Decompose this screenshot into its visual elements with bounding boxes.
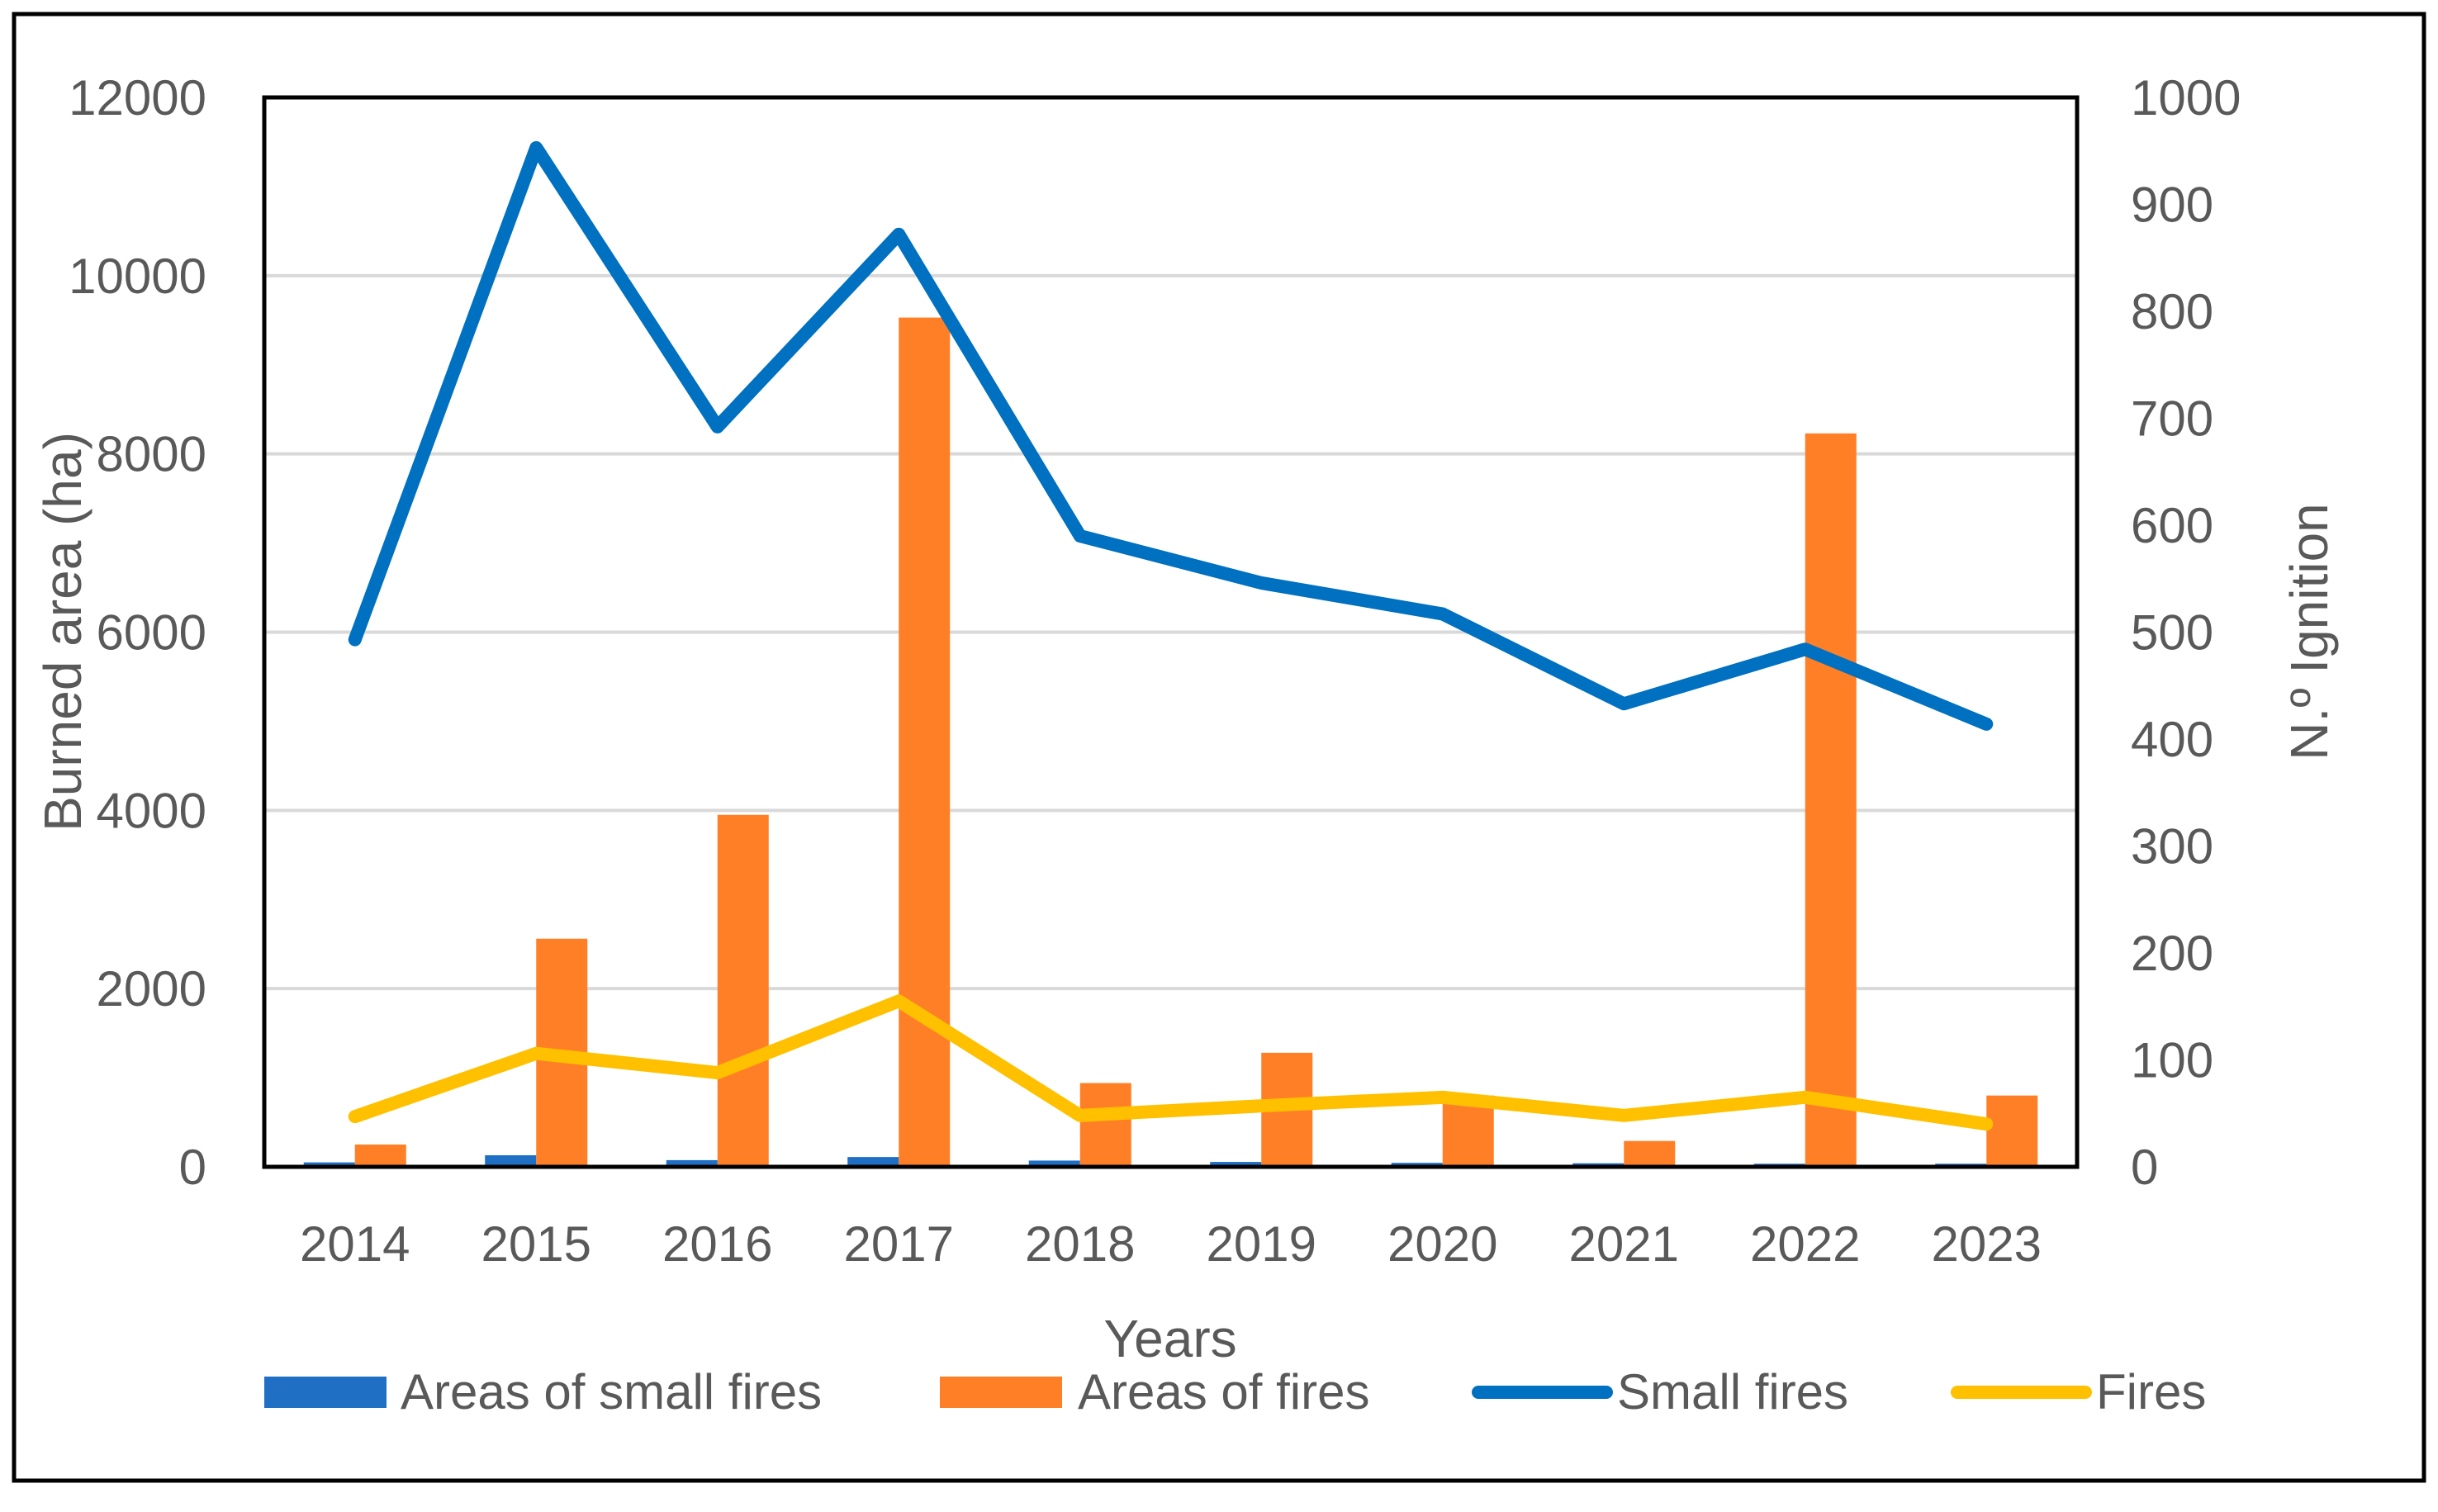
- y2-tick-label: 500: [2131, 605, 2213, 661]
- bar-areas-of-fires: [1079, 1083, 1131, 1167]
- legend-label-areas-small-fires: Areas of small fires: [401, 1364, 822, 1420]
- bar-areas-of-fires: [717, 814, 769, 1167]
- x-tick-label: 2020: [1387, 1216, 1497, 1272]
- bar-areas-of-fires: [1986, 1095, 2038, 1167]
- y-tick-label: 6000: [97, 605, 206, 661]
- legend-item-fires: Fires: [1951, 1364, 2206, 1420]
- legend-item-areas-small-fires: Areas of small fires: [264, 1364, 822, 1420]
- bar-areas-of-small-fires: [303, 1162, 355, 1167]
- x-tick-label: 2014: [300, 1216, 410, 1272]
- y-tick-label: 10000: [69, 249, 206, 304]
- legend-label-areas-fires: Areas of fires: [1078, 1364, 1369, 1420]
- y2-tick-label: 400: [2131, 712, 2213, 767]
- bar-areas-of-fires: [1805, 433, 1857, 1167]
- x-tick-label: 2022: [1750, 1216, 1860, 1272]
- bar-areas-of-small-fires: [485, 1154, 537, 1167]
- bar-areas-of-small-fires: [847, 1157, 899, 1167]
- bar-areas-of-small-fires: [666, 1159, 718, 1167]
- plot-area-border: [262, 95, 2080, 1169]
- tick-labels: 0 2000 4000 6000 8000 10000 12000 0 100 200 300 400…: [69, 70, 2241, 1272]
- bar-areas-of-small-fires: [1210, 1162, 1262, 1167]
- y2-tick-label: 100: [2131, 1033, 2213, 1088]
- y2-axis-title: N.º Ignition: [2279, 503, 2339, 761]
- bar-areas-of-fires: [899, 317, 951, 1167]
- y2-tick-label: 200: [2131, 926, 2213, 981]
- y-axis-title: Burned area (ha): [33, 432, 92, 832]
- y2-tick-label: 300: [2131, 819, 2213, 874]
- y2-tick-label: 0: [2131, 1140, 2158, 1195]
- bar-areas-of-small-fires: [1028, 1160, 1080, 1167]
- y2-tick-label: 800: [2131, 284, 2213, 339]
- x-tick-label: 2017: [844, 1216, 954, 1272]
- y2-tick-label: 700: [2131, 391, 2213, 447]
- y2-tick-label: 900: [2131, 178, 2213, 233]
- y-tick-label: 0: [179, 1140, 206, 1195]
- x-tick-label: 2015: [481, 1216, 591, 1272]
- lines: [348, 140, 1994, 1131]
- legend-swatch-areas-fires: [940, 1377, 1062, 1408]
- x-tick-label: 2016: [662, 1216, 772, 1272]
- y-tick-label: 12000: [69, 70, 206, 126]
- legend: Areas of small fires Areas of fires Smal…: [264, 1364, 2206, 1420]
- x-tick-label: 2023: [1932, 1216, 2042, 1272]
- chart-outer-border: [12, 12, 2426, 1483]
- y-tick-label: 8000: [97, 427, 206, 482]
- legend-item-small-fires: Small fires: [1472, 1364, 1848, 1420]
- x-tick-label: 2018: [1025, 1216, 1135, 1272]
- x-tick-label: 2019: [1207, 1216, 1316, 1272]
- line-small-fires: [348, 140, 1994, 731]
- legend-item-areas-fires: Areas of fires: [940, 1364, 1369, 1420]
- x-tick-label: 2021: [1569, 1216, 1679, 1272]
- bar-areas-of-fires: [354, 1145, 406, 1167]
- line-fires: [348, 994, 1994, 1131]
- legend-label-small-fires: Small fires: [1617, 1364, 1848, 1420]
- y2-tick-label: 1000: [2131, 70, 2241, 126]
- y-tick-label: 2000: [97, 961, 206, 1017]
- legend-swatch-areas-small-fires: [264, 1377, 387, 1408]
- y2-tick-label: 600: [2131, 498, 2213, 553]
- x-axis-title: Years: [1103, 1309, 1236, 1368]
- legend-label-fires: Fires: [2096, 1364, 2206, 1420]
- y-tick-label: 4000: [97, 783, 206, 838]
- bar-areas-of-fires: [1624, 1140, 1676, 1167]
